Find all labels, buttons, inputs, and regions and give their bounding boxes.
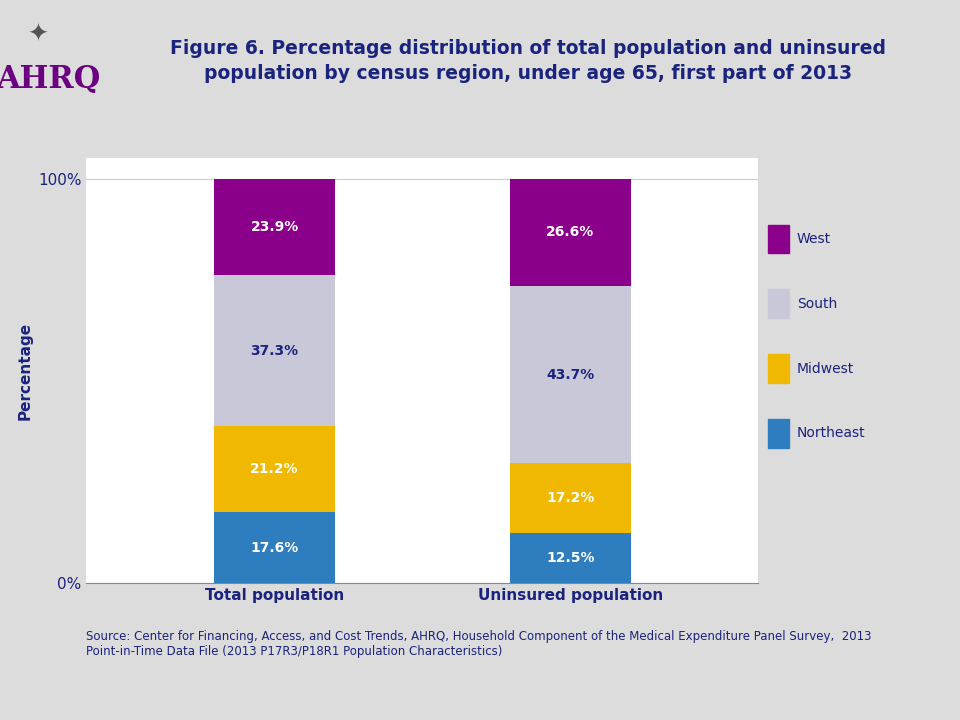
Bar: [214, 426, 335, 512]
Text: 12.5%: 12.5%: [546, 551, 594, 565]
Bar: [510, 533, 631, 583]
Text: 26.6%: 26.6%: [546, 225, 594, 240]
Bar: [510, 287, 631, 463]
Bar: [214, 275, 335, 426]
Text: Figure 6. Percentage distribution of total population and uninsured
population b: Figure 6. Percentage distribution of tot…: [170, 39, 886, 84]
Bar: [214, 512, 335, 583]
Text: ✦: ✦: [28, 22, 49, 46]
Bar: [214, 179, 335, 275]
Y-axis label: Percentage: Percentage: [17, 322, 33, 420]
Text: 17.2%: 17.2%: [546, 491, 594, 505]
Text: West: West: [797, 232, 831, 246]
Text: Northeast: Northeast: [797, 426, 865, 441]
Bar: [510, 179, 631, 287]
Text: 43.7%: 43.7%: [546, 368, 594, 382]
Text: 37.3%: 37.3%: [251, 343, 299, 358]
Bar: [510, 463, 631, 533]
Text: AHRQ: AHRQ: [0, 64, 100, 95]
Text: 23.9%: 23.9%: [251, 220, 299, 234]
Text: South: South: [797, 297, 837, 311]
Text: Source: Center for Financing, Access, and Cost Trends, AHRQ, Household Component: Source: Center for Financing, Access, an…: [86, 630, 872, 658]
Text: 17.6%: 17.6%: [251, 541, 299, 554]
Text: Midwest: Midwest: [797, 361, 854, 376]
Text: 21.2%: 21.2%: [251, 462, 299, 476]
